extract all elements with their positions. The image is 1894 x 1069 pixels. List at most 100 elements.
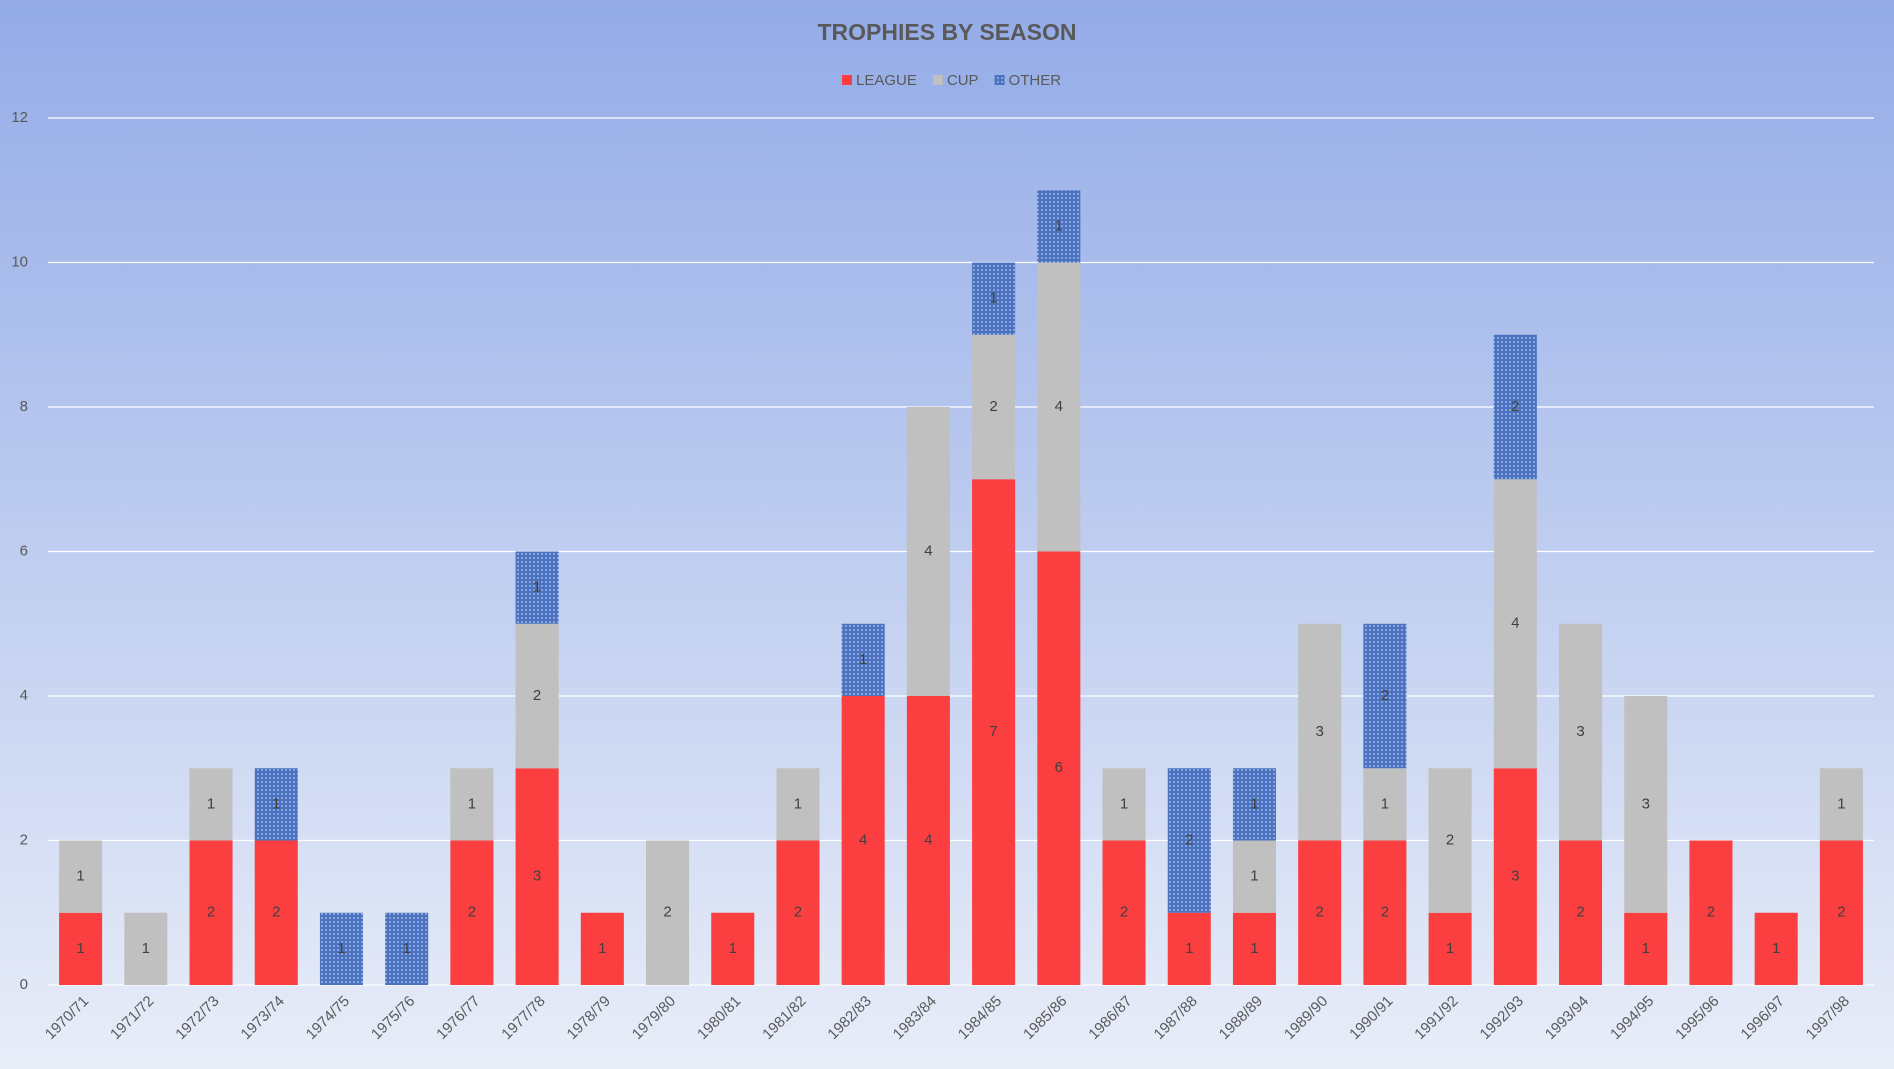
data-label: 2: [207, 904, 215, 921]
legend-swatch: [994, 75, 1005, 85]
data-label: 1: [1446, 940, 1454, 957]
bar-segment: [189, 840, 233, 985]
data-label: 2: [1185, 831, 1193, 848]
bar-segment: [1559, 840, 1603, 985]
data-label: 2: [468, 904, 476, 921]
y-tick-label: 2: [20, 831, 28, 848]
data-label: 2: [1576, 904, 1584, 921]
bar-segment: [1689, 840, 1733, 985]
data-label: 1: [1642, 940, 1650, 957]
legend-swatch: [842, 75, 852, 85]
bar-segment: [1493, 768, 1537, 985]
bar-segment: [1493, 334, 1537, 480]
bar-segment: [1102, 840, 1146, 985]
bar-segment: [1167, 912, 1211, 985]
bar-segment: [1624, 912, 1668, 985]
bar-segment: [972, 334, 1016, 480]
bar-segment: [1037, 262, 1081, 552]
legend-swatch: [932, 75, 943, 85]
bar-segment: [1232, 768, 1276, 841]
data-label: 1: [729, 940, 737, 957]
data-label: 4: [859, 831, 867, 848]
chart-title: TROPHIES BY SEASON: [817, 19, 1076, 45]
data-label: 1: [598, 940, 606, 957]
y-tick-label: 8: [20, 398, 28, 415]
bar-segment: [1298, 840, 1342, 985]
bar-segment: [646, 840, 690, 985]
data-label: 1: [1120, 795, 1128, 812]
bar-segment: [1428, 912, 1472, 985]
data-label: 4: [924, 542, 932, 559]
bar-segment: [254, 768, 298, 841]
bar-segment: [1167, 768, 1211, 913]
data-label: 1: [142, 940, 150, 957]
bar-segment: [1037, 551, 1081, 985]
data-label: 3: [1316, 723, 1324, 740]
bar-segment: [450, 840, 494, 985]
data-label: 1: [1250, 940, 1258, 957]
bar-segment: [906, 407, 950, 696]
data-label: 3: [1642, 795, 1650, 812]
data-label: 1: [1772, 940, 1780, 957]
data-label: 1: [403, 940, 411, 957]
bar-segment: [319, 912, 363, 985]
bar-segment: [972, 479, 1016, 985]
data-label: 1: [1055, 217, 1063, 234]
bar-segment: [59, 840, 103, 913]
bar-segment: [972, 262, 1016, 335]
data-label: 1: [1381, 795, 1389, 812]
bar-segment: [189, 768, 233, 841]
bar-segment: [1298, 623, 1342, 841]
data-label: 2: [272, 904, 280, 921]
data-label: 1: [337, 940, 345, 957]
data-label: 2: [533, 687, 541, 704]
data-label: 1: [859, 651, 867, 668]
data-label: 2: [1381, 687, 1389, 704]
data-label: 3: [1511, 868, 1519, 885]
bar-segment: [1819, 768, 1863, 841]
data-label: 2: [1316, 904, 1324, 921]
y-tick-label: 10: [11, 253, 28, 270]
data-label: 1: [272, 795, 280, 812]
bar-segment: [906, 696, 950, 985]
data-label: 1: [533, 579, 541, 596]
data-label: 2: [989, 398, 997, 415]
data-label: 2: [1381, 904, 1389, 921]
bar-segment: [1363, 623, 1407, 769]
data-label: 1: [76, 868, 84, 885]
bar-segment: [776, 840, 820, 985]
bar-segment: [1363, 840, 1407, 985]
data-label: 2: [1446, 831, 1454, 848]
y-tick-label: 12: [11, 109, 28, 126]
data-label: 3: [1576, 723, 1584, 740]
data-label: 2: [663, 904, 671, 921]
bar-segment: [1232, 840, 1276, 913]
legend-label: CUP: [947, 72, 979, 89]
bar-segment: [580, 912, 624, 985]
y-tick-label: 4: [20, 687, 28, 704]
data-label: 4: [924, 831, 932, 848]
bar-segment: [841, 623, 885, 696]
data-label: 2: [1707, 904, 1715, 921]
bar-segment: [1819, 840, 1863, 985]
bar-segment: [711, 912, 755, 985]
data-label: 1: [468, 795, 476, 812]
bar-segment: [1232, 912, 1276, 985]
data-label: 4: [1055, 398, 1063, 415]
bar-segment: [1037, 190, 1081, 263]
data-label: 1: [76, 940, 84, 957]
data-label: 6: [1055, 759, 1063, 776]
data-label: 1: [207, 795, 215, 812]
bar-segment: [515, 623, 559, 769]
data-label: 2: [794, 904, 802, 921]
bar-segment: [450, 768, 494, 841]
data-label: 1: [1837, 795, 1845, 812]
data-label: 7: [989, 723, 997, 740]
bar-segment: [1428, 768, 1472, 913]
bar-segment: [1363, 768, 1407, 841]
bar-segment: [841, 696, 885, 985]
data-label: 1: [1250, 795, 1258, 812]
data-label: 2: [1837, 904, 1845, 921]
data-label: 1: [1185, 940, 1193, 957]
bar-segment: [1493, 479, 1537, 769]
